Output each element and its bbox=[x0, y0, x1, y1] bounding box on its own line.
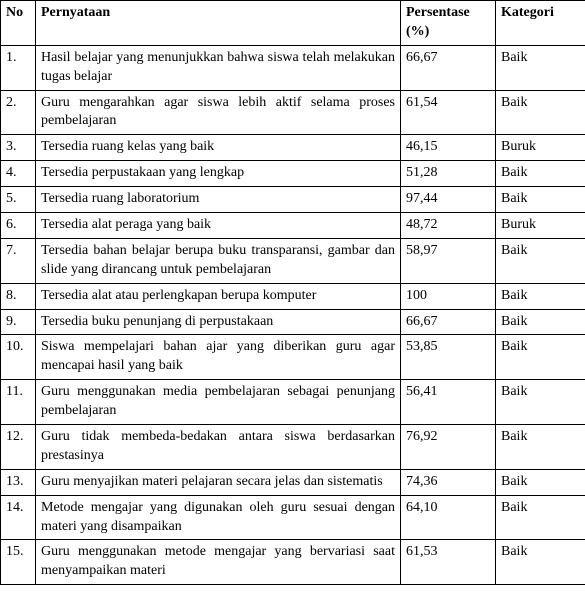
cell-category: Baik bbox=[496, 495, 585, 540]
table-row: 1.Hasil belajar yang menunjukkan bahwa s… bbox=[1, 45, 585, 90]
cell-statement: Metode mengajar yang digunakan oleh guru… bbox=[36, 495, 401, 540]
cell-statement: Tersedia perpustakaan yang lengkap bbox=[36, 161, 401, 187]
cell-category: Baik bbox=[496, 283, 585, 309]
table-row: 6.Tersedia alat peraga yang baik48,72Bur… bbox=[1, 213, 585, 239]
cell-statement: Tersedia alat peraga yang baik bbox=[36, 213, 401, 239]
table-row: 10.Siswa mempelajari bahan ajar yang dib… bbox=[1, 335, 585, 380]
cell-no: 10. bbox=[1, 335, 36, 380]
cell-percentage: 48,72 bbox=[401, 213, 496, 239]
header-percentage: Persentase (%) bbox=[401, 1, 496, 46]
cell-category: Baik bbox=[496, 309, 585, 335]
cell-no: 1. bbox=[1, 45, 36, 90]
cell-percentage: 97,44 bbox=[401, 187, 496, 213]
table-row: 3.Tersedia ruang kelas yang baik46,15Bur… bbox=[1, 135, 585, 161]
table-row: 12.Guru tidak membeda-bedakan antara sis… bbox=[1, 425, 585, 470]
table-row: 11.Guru menggunakan media pembelajaran s… bbox=[1, 380, 585, 425]
table-row: 7.Tersedia bahan belajar berupa buku tra… bbox=[1, 238, 585, 283]
header-no: No bbox=[1, 1, 36, 46]
table-row: 5.Tersedia ruang laboratorium97,44Baik bbox=[1, 187, 585, 213]
cell-category: Baik bbox=[496, 187, 585, 213]
table-row: 14.Metode mengajar yang digunakan oleh g… bbox=[1, 495, 585, 540]
cell-category: Buruk bbox=[496, 213, 585, 239]
cell-percentage: 66,67 bbox=[401, 45, 496, 90]
cell-category: Baik bbox=[496, 540, 585, 585]
cell-category: Baik bbox=[496, 335, 585, 380]
table-row: 2.Guru mengarahkan agar siswa lebih akti… bbox=[1, 90, 585, 135]
cell-statement: Tersedia buku penunjang di perpustakaan bbox=[36, 309, 401, 335]
cell-no: 7. bbox=[1, 238, 36, 283]
cell-statement: Guru menggunakan media pembelajaran seba… bbox=[36, 380, 401, 425]
cell-category: Baik bbox=[496, 45, 585, 90]
table-row: 8.Tersedia alat atau perlengkapan berupa… bbox=[1, 283, 585, 309]
cell-statement: Hasil belajar yang menunjukkan bahwa sis… bbox=[36, 45, 401, 90]
data-table: No Pernyataan Persentase (%) Kategori 1.… bbox=[0, 0, 585, 585]
cell-statement: Tersedia ruang laboratorium bbox=[36, 187, 401, 213]
cell-no: 2. bbox=[1, 90, 36, 135]
cell-statement: Guru tidak membeda-bedakan antara siswa … bbox=[36, 425, 401, 470]
cell-category: Baik bbox=[496, 425, 585, 470]
cell-no: 3. bbox=[1, 135, 36, 161]
cell-statement: Tersedia ruang kelas yang baik bbox=[36, 135, 401, 161]
table-row: 4.Tersedia perpustakaan yang lengkap51,2… bbox=[1, 161, 585, 187]
cell-statement: Guru mengarahkan agar siswa lebih aktif … bbox=[36, 90, 401, 135]
cell-no: 8. bbox=[1, 283, 36, 309]
cell-no: 11. bbox=[1, 380, 36, 425]
cell-no: 5. bbox=[1, 187, 36, 213]
table-row: 13.Guru menyajikan materi pelajaran seca… bbox=[1, 469, 585, 495]
cell-percentage: 66,67 bbox=[401, 309, 496, 335]
cell-percentage: 46,15 bbox=[401, 135, 496, 161]
cell-no: 13. bbox=[1, 469, 36, 495]
table-row: 9.Tersedia buku penunjang di perpustakaa… bbox=[1, 309, 585, 335]
cell-category: Buruk bbox=[496, 135, 585, 161]
cell-percentage: 61,53 bbox=[401, 540, 496, 585]
table-body: 1.Hasil belajar yang menunjukkan bahwa s… bbox=[1, 45, 585, 584]
cell-category: Baik bbox=[496, 161, 585, 187]
cell-statement: Guru menggunakan metode mengajar yang be… bbox=[36, 540, 401, 585]
cell-category: Baik bbox=[496, 469, 585, 495]
table-row: 15.Guru menggunakan metode mengajar yang… bbox=[1, 540, 585, 585]
header-statement: Pernyataan bbox=[36, 1, 401, 46]
cell-percentage: 100 bbox=[401, 283, 496, 309]
cell-no: 14. bbox=[1, 495, 36, 540]
cell-percentage: 56,41 bbox=[401, 380, 496, 425]
cell-statement: Tersedia bahan belajar berupa buku trans… bbox=[36, 238, 401, 283]
cell-category: Baik bbox=[496, 380, 585, 425]
cell-percentage: 53,85 bbox=[401, 335, 496, 380]
cell-percentage: 58,97 bbox=[401, 238, 496, 283]
cell-statement: Guru menyajikan materi pelajaran secara … bbox=[36, 469, 401, 495]
cell-percentage: 74,36 bbox=[401, 469, 496, 495]
cell-no: 4. bbox=[1, 161, 36, 187]
cell-no: 12. bbox=[1, 425, 36, 470]
cell-category: Baik bbox=[496, 90, 585, 135]
cell-percentage: 64,10 bbox=[401, 495, 496, 540]
table-header: No Pernyataan Persentase (%) Kategori bbox=[1, 1, 585, 46]
cell-percentage: 76,92 bbox=[401, 425, 496, 470]
cell-statement: Tersedia alat atau perlengkapan berupa k… bbox=[36, 283, 401, 309]
cell-no: 9. bbox=[1, 309, 36, 335]
cell-percentage: 61,54 bbox=[401, 90, 496, 135]
cell-percentage: 51,28 bbox=[401, 161, 496, 187]
header-category: Kategori bbox=[496, 1, 585, 46]
cell-category: Baik bbox=[496, 238, 585, 283]
cell-no: 6. bbox=[1, 213, 36, 239]
cell-statement: Siswa mempelajari bahan ajar yang diberi… bbox=[36, 335, 401, 380]
cell-no: 15. bbox=[1, 540, 36, 585]
